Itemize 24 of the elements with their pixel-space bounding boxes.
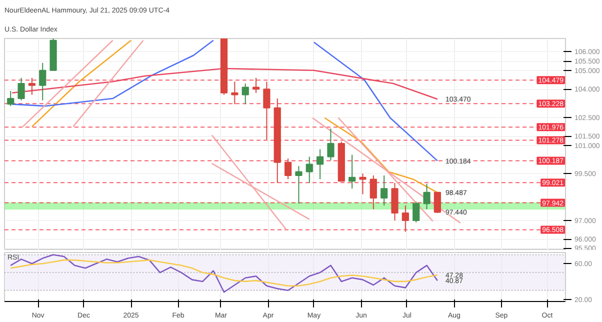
candlestick xyxy=(263,81,270,140)
candlestick xyxy=(380,174,388,206)
candlestick xyxy=(7,90,14,107)
candlestick xyxy=(18,77,25,101)
candlestick xyxy=(370,174,377,210)
candlestick xyxy=(434,192,441,214)
candlestick xyxy=(412,201,420,223)
line-series xyxy=(11,68,438,100)
candlestick xyxy=(348,154,356,190)
candlestick xyxy=(28,77,36,96)
candlestick xyxy=(402,204,409,232)
candlestick xyxy=(306,156,313,184)
candlestick xyxy=(284,158,292,180)
candlestick xyxy=(252,77,260,94)
candlestick xyxy=(242,83,249,105)
candlestick xyxy=(327,128,334,161)
candlestick xyxy=(39,62,46,101)
line-series xyxy=(10,254,438,293)
candlestick xyxy=(231,81,238,105)
candlestick xyxy=(295,166,302,204)
candlestick xyxy=(359,173,366,195)
line-series xyxy=(10,259,438,287)
candlestick xyxy=(316,148,324,180)
candlestick xyxy=(423,183,430,210)
